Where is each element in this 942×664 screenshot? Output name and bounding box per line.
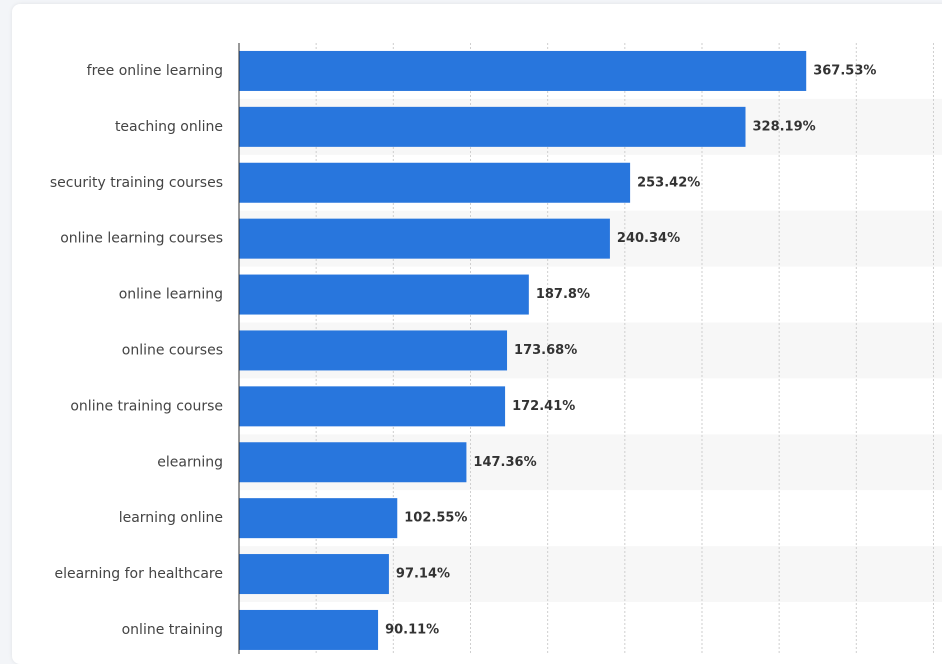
bar	[239, 442, 467, 483]
value-label: 97.14%	[396, 567, 450, 582]
bar	[239, 106, 746, 147]
bar	[239, 554, 389, 595]
value-label: 102.55%	[404, 511, 467, 526]
bar	[239, 609, 379, 650]
category-label: online training	[122, 622, 223, 638]
category-label: online learning	[119, 287, 223, 303]
bar	[239, 162, 631, 203]
bar	[239, 330, 508, 371]
category-label: teaching online	[115, 119, 223, 135]
category-label: free online learning	[87, 63, 223, 79]
value-label: 240.34%	[617, 231, 680, 246]
category-label: learning online	[119, 510, 223, 526]
value-label: 328.19%	[752, 119, 815, 134]
category-label: elearning for healthcare	[54, 566, 223, 582]
bar	[239, 386, 506, 427]
value-label: 173.68%	[514, 343, 577, 358]
category-label: elearning	[157, 454, 223, 470]
value-label: 90.11%	[385, 622, 439, 637]
category-label: online courses	[122, 342, 223, 358]
category-label: security training courses	[50, 175, 223, 191]
value-label: 367.53%	[813, 63, 876, 78]
bar	[239, 274, 529, 315]
value-label: 187.8%	[536, 287, 590, 302]
value-label: 172.41%	[512, 399, 575, 414]
category-label: online learning courses	[60, 231, 223, 247]
value-label: 253.42%	[637, 175, 700, 190]
bar	[239, 218, 610, 259]
bar	[239, 498, 398, 539]
value-label: 147.36%	[473, 455, 536, 470]
bar	[239, 50, 807, 91]
category-label: online training course	[70, 398, 223, 414]
